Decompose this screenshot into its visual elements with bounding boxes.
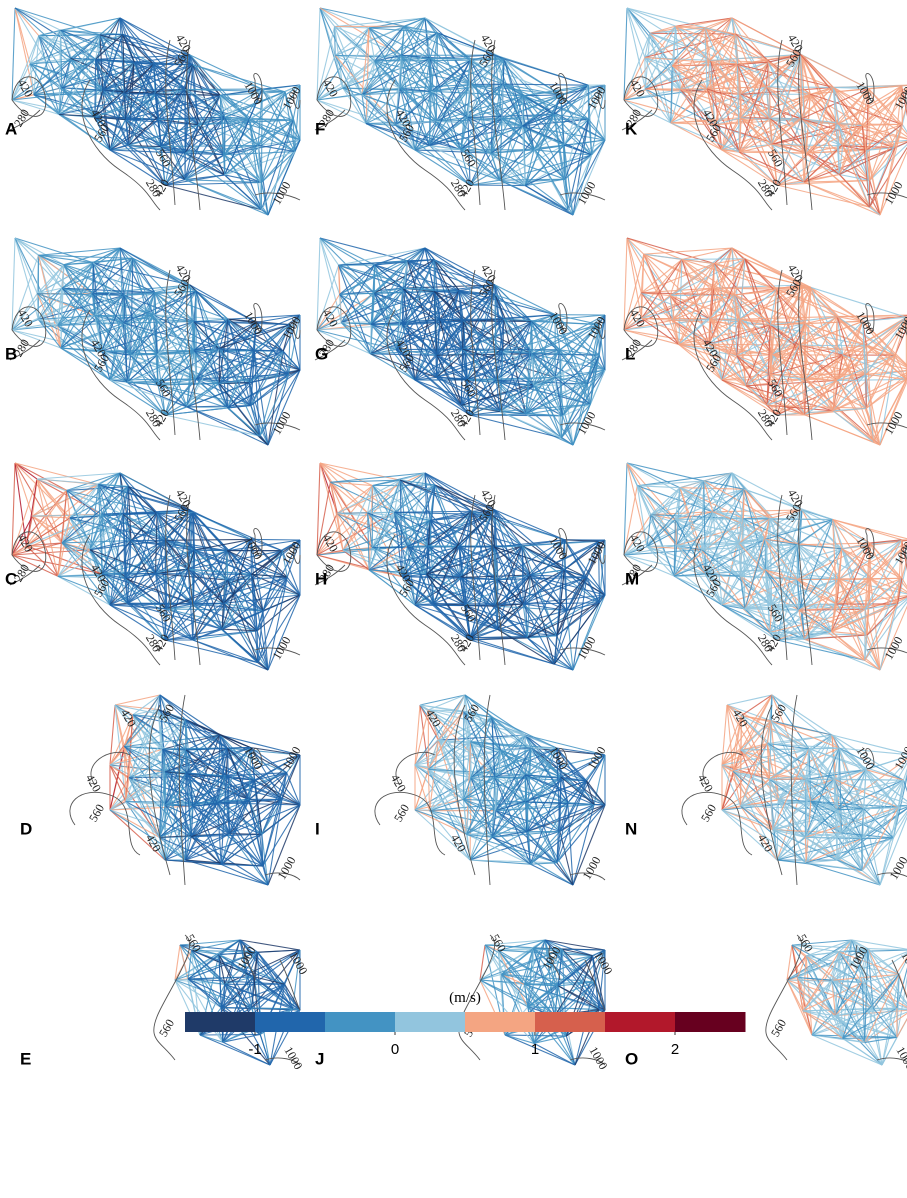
edge [223,1042,270,1065]
edge [37,473,120,479]
edge [627,238,641,293]
edge [257,631,258,663]
panel: 420280420560420560100010005604202801000G [315,238,609,445]
contour-label: 560 [156,1017,177,1040]
edge [805,379,837,380]
panel: 420280420560420560100010005604202801000K [622,8,907,215]
edge [528,638,573,670]
panel-label: K [625,119,638,138]
panel: 420280420560420560100010005604202801000M [622,463,907,670]
edge [368,512,395,513]
edge [492,717,557,748]
edge [461,349,462,405]
edge [221,864,268,885]
contour-label: 420 [83,772,104,795]
edge [637,486,680,488]
panel-label: F [315,119,325,138]
edge [682,259,745,260]
edge [26,546,58,576]
contour-label: 1000 [574,409,598,437]
edge [627,8,645,57]
contour-label: 560 [391,802,412,825]
contour-line [154,935,190,1060]
edge [470,638,554,664]
panel-label: H [315,569,327,588]
panel-label: D [20,819,32,838]
edge [165,640,258,663]
panel-label: J [315,1049,324,1068]
panel: 560100010005601000E [20,932,311,1072]
panel: 420280420560420560100010005604202801000F [315,8,609,215]
edge [254,350,283,351]
contour-label: 1000 [269,179,293,207]
panel: 420280420560420560100010005604202801000L [622,238,907,445]
edge [505,1035,534,1043]
panel-label: B [5,344,17,363]
edge [317,8,320,100]
edge [766,87,833,88]
edge [12,463,15,555]
edge [185,180,261,210]
edge [624,238,627,330]
contour-label: 560 [86,802,107,825]
edge [599,1009,605,1010]
edge [187,407,268,445]
panel: 420560100010004205604201000D [20,695,304,885]
edge [495,295,555,315]
panel: 420280420560420560100010005604202801000H [315,463,609,670]
panel-label: E [20,1049,31,1068]
edge [415,380,461,405]
panel-label: G [315,344,328,363]
edge [400,480,491,515]
panel-label: A [5,119,17,138]
edge [165,539,251,540]
edge [12,8,15,100]
panel: 420280420560420560100010005604202801000C [5,463,304,670]
edge [317,238,320,330]
panel: 420280420560420560100010005604202801000B [5,238,304,445]
contour-label: 1000 [586,1044,610,1072]
panel-label: C [5,569,17,588]
edge [12,238,15,330]
edge [420,695,465,705]
edge [562,949,605,950]
edge [156,513,157,574]
contour-label: 1000 [274,854,298,882]
figure: 420280420560420560100010005604202801000A… [0,0,907,1198]
edge [415,577,460,605]
edge [193,640,258,663]
contour-label: 1000 [579,854,603,882]
panel-label: I [315,819,320,838]
edge [530,863,557,864]
edge [722,150,804,182]
panel-label: L [625,344,635,363]
contour-label: 420 [388,772,409,795]
edge [371,324,372,354]
edge [624,8,627,100]
panel: 420280420560420560100010005604202801000A [5,8,304,215]
edge [777,185,869,207]
edge [573,140,605,215]
edge [504,59,588,85]
contour-label: 1000 [281,1044,305,1072]
edge [837,317,906,318]
panel: 420560100010004205604201000I [315,695,609,885]
